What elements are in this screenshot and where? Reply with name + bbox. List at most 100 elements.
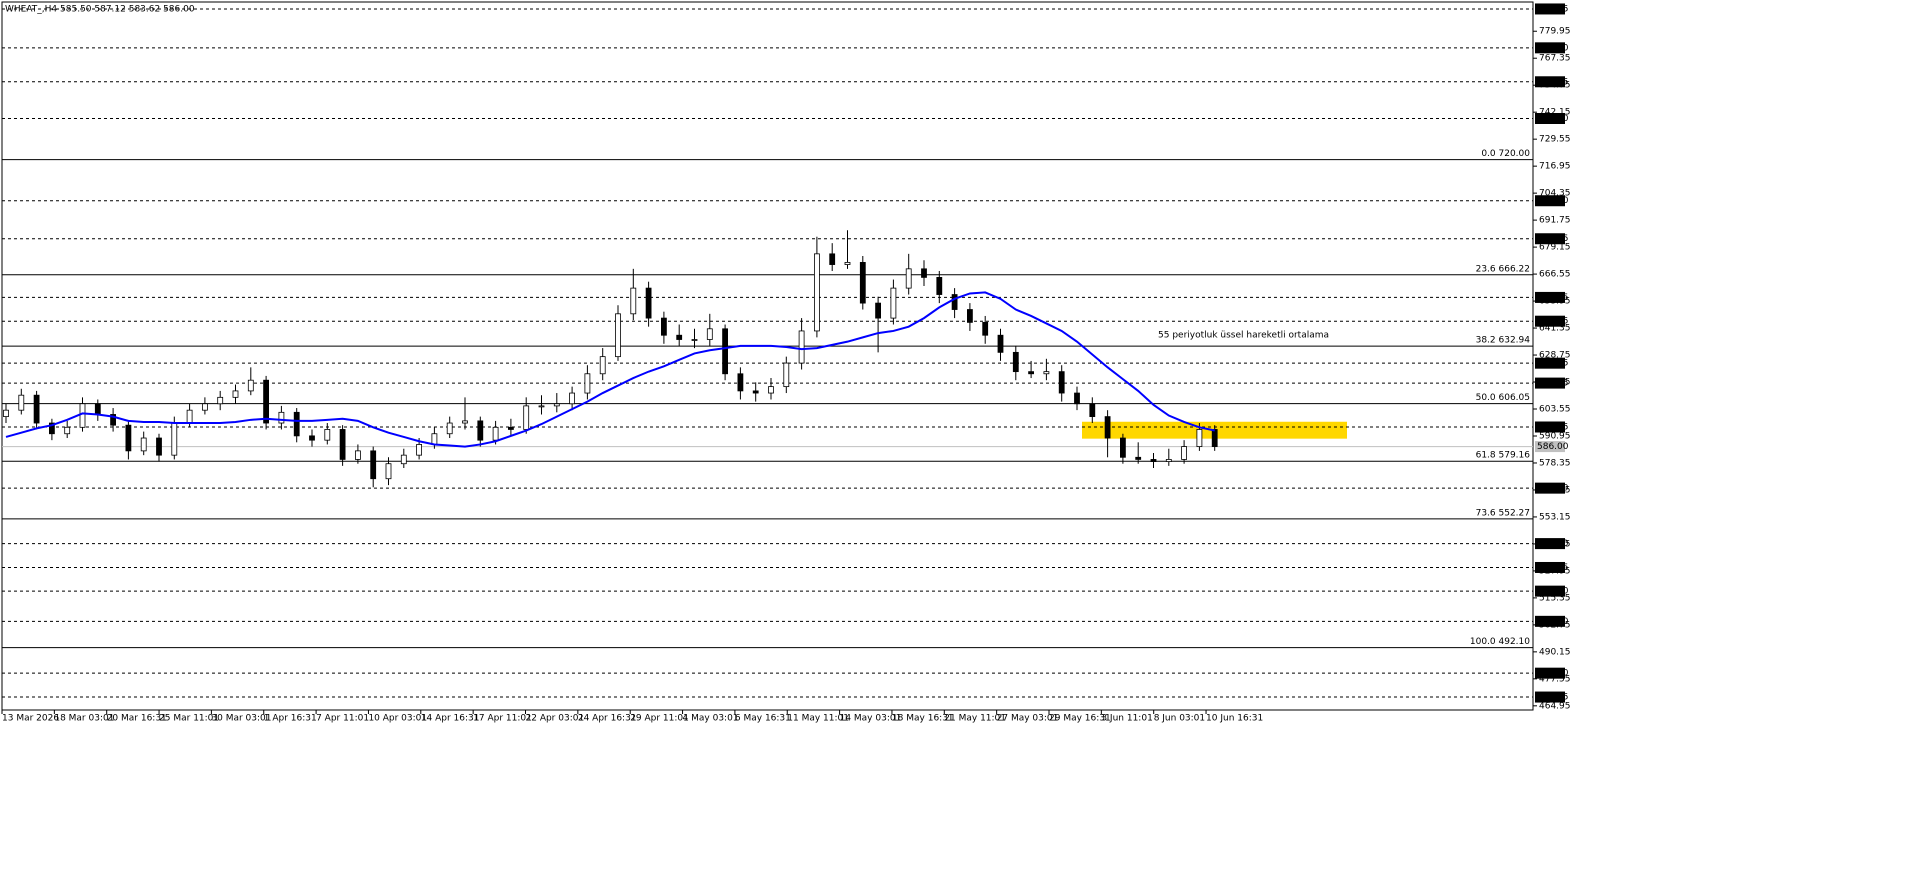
level-label: 739.20 <box>1537 114 1569 124</box>
candle-body <box>951 294 958 310</box>
candle-body <box>584 373 591 394</box>
fib-label: 61.8 579.16 <box>1476 451 1531 461</box>
y-tick-label: 515.35 <box>1539 593 1571 603</box>
candle-body <box>446 422 453 435</box>
x-tick-label: 6 May 16:31 <box>735 714 791 724</box>
candle-body <box>156 437 162 456</box>
x-tick-label: 10 Apr 03:01 <box>368 714 427 724</box>
candle-body <box>33 394 40 424</box>
level-box <box>1535 667 1565 679</box>
x-tick-label: 14 May 03:01 <box>840 714 902 724</box>
candle-body <box>94 403 101 415</box>
y-tick-label: 641.35 <box>1539 324 1571 334</box>
candle-body <box>18 394 25 411</box>
candle-body <box>676 334 683 340</box>
candle-body <box>324 429 331 441</box>
candle-body <box>722 328 728 375</box>
candle-body <box>798 330 805 364</box>
candle-body <box>339 429 346 460</box>
y-tick-label: 666.55 <box>1539 270 1571 280</box>
candle-body <box>553 403 560 407</box>
level-box <box>1535 113 1565 125</box>
x-tick-label: 20 Mar 16:31 <box>107 714 167 724</box>
x-tick-label: 27 May 03:01 <box>997 714 1059 724</box>
level-label: 480.20 <box>1537 669 1569 679</box>
candle-body <box>997 334 1004 353</box>
candle-body <box>569 392 575 405</box>
candle-body <box>232 390 239 398</box>
level-label: 595.15 <box>1537 422 1569 432</box>
candle-body <box>79 403 86 428</box>
candle-body <box>125 424 132 452</box>
candle-body <box>982 321 989 336</box>
y-tick-label: 716.95 <box>1539 162 1571 172</box>
chart-title: WHEAT_,H4 585.50 587.12 583.62 586.00 <box>5 5 195 15</box>
candle-body <box>936 277 943 295</box>
candle-body <box>905 268 912 289</box>
candle-body <box>110 414 116 426</box>
candle-body <box>171 422 178 456</box>
fib-label: 100.0 492.10 <box>1470 637 1530 647</box>
level-box <box>1535 615 1565 627</box>
candle-body <box>538 405 545 408</box>
level-box <box>1535 195 1565 207</box>
level-box <box>1535 3 1565 15</box>
level-label: 518.50 <box>1537 587 1569 597</box>
y-tick-label: 742.15 <box>1539 108 1571 118</box>
level-box <box>1535 691 1565 703</box>
candle-body <box>186 409 193 424</box>
y-tick-label: 603.55 <box>1539 405 1571 415</box>
level-label: 683.05 <box>1537 234 1569 244</box>
candle-body <box>921 268 927 278</box>
candle-body <box>967 309 973 323</box>
x-tick-label: 30 Mar 03:01 <box>211 714 271 724</box>
bid-label: 586.00 <box>1537 442 1569 452</box>
candle-body <box>829 253 836 265</box>
level-label: 644.55 <box>1537 317 1569 327</box>
ema-line <box>5 291 1215 448</box>
level-label: 756.35 <box>1537 77 1569 87</box>
candle-body <box>370 450 377 480</box>
candle-body <box>1181 446 1187 460</box>
level-label: 469.05 <box>1537 693 1569 703</box>
candle-body <box>890 287 897 319</box>
level-box <box>1535 482 1565 494</box>
candle-body <box>140 437 147 452</box>
candle-body <box>247 379 254 392</box>
level-box <box>1535 233 1565 245</box>
candle-body <box>523 405 530 430</box>
fib-label: 50.0 606.05 <box>1476 393 1530 403</box>
candle-body <box>706 328 713 340</box>
y-tick-label: 477.55 <box>1539 674 1571 684</box>
level-box <box>1535 538 1565 550</box>
level-box <box>1535 357 1565 369</box>
candle-body <box>859 262 866 304</box>
level-label: 772.20 <box>1537 43 1569 53</box>
candle-body <box>844 262 851 265</box>
y-tick-label: 729.55 <box>1539 135 1571 145</box>
candle-body <box>737 373 744 392</box>
level-box <box>1535 421 1565 433</box>
candle-body <box>400 454 407 465</box>
candle-body <box>3 409 9 418</box>
candle-body <box>278 411 285 424</box>
y-tick-label: 679.15 <box>1539 243 1571 253</box>
level-box <box>1535 315 1565 327</box>
candle-body <box>630 287 637 315</box>
candle-body <box>1028 371 1034 375</box>
x-tick-label: 24 Apr 16:31 <box>578 714 637 724</box>
candle-body <box>416 444 423 456</box>
level-label: 566.60 <box>1537 484 1569 494</box>
y-tick-label: 628.75 <box>1539 351 1571 361</box>
candle-body <box>1211 429 1218 447</box>
candle-body <box>385 463 392 480</box>
candle-body <box>752 390 759 394</box>
x-tick-label: 22 Apr 03:01 <box>526 714 585 724</box>
level-box <box>1535 291 1565 303</box>
y-tick-label: 704.35 <box>1539 189 1571 199</box>
x-tick-label: 29 May 16:31 <box>1049 714 1111 724</box>
ema-annotation: 55 periyotluk üssel hareketli ortalama <box>1158 331 1329 341</box>
x-tick-label: 29 Apr 11:01 <box>630 714 689 724</box>
level-box <box>1535 76 1565 88</box>
level-box <box>1535 42 1565 54</box>
